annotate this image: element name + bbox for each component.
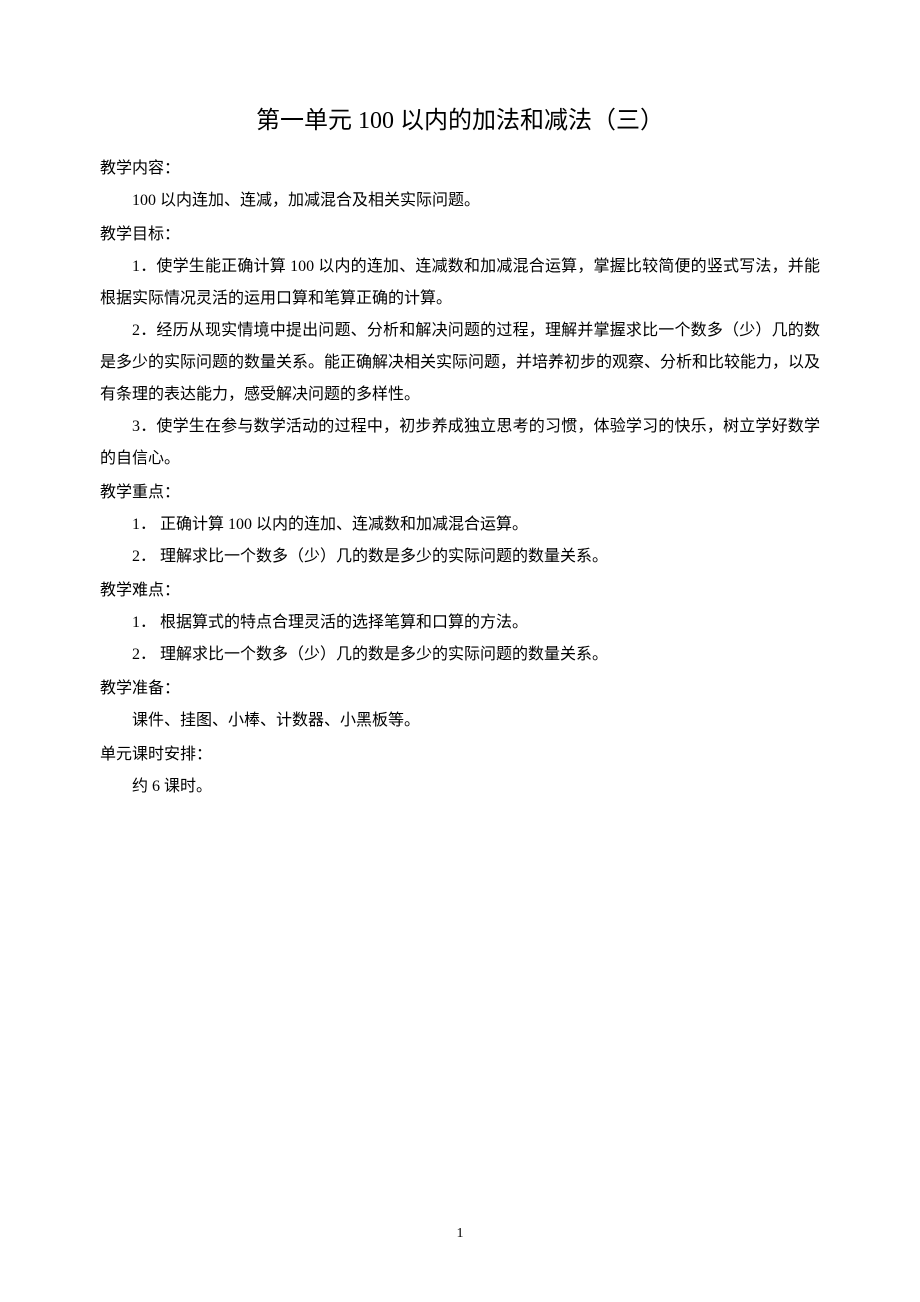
keypoints-label: 教学重点： <box>100 477 820 509</box>
goals-label: 教学目标： <box>100 219 820 251</box>
document-page: 第一单元 100 以内的加法和减法（三） 教学内容： 100 以内连加、连减，加… <box>0 0 920 803</box>
content-body: 100 以内连加、连减，加减混合及相关实际问题。 <box>100 185 820 217</box>
goals-item-3: 3．使学生在参与数学活动的过程中，初步养成独立思考的习惯，体验学习的快乐，树立学… <box>100 411 820 475</box>
keypoints-item-2: 2． 理解求比一个数多（少）几的数是多少的实际问题的数量关系。 <box>100 541 820 573</box>
preparation-body: 课件、挂图、小棒、计数器、小黑板等。 <box>100 705 820 737</box>
content-label: 教学内容： <box>100 153 820 185</box>
schedule-label: 单元课时安排： <box>100 739 820 771</box>
difficulties-item-2: 2． 理解求比一个数多（少）几的数是多少的实际问题的数量关系。 <box>100 639 820 671</box>
schedule-body: 约 6 课时。 <box>100 771 820 803</box>
goals-item-2: 2．经历从现实情境中提出问题、分析和解决问题的过程，理解并掌握求比一个数多（少）… <box>100 315 820 411</box>
preparation-label: 教学准备： <box>100 673 820 705</box>
page-title: 第一单元 100 以内的加法和减法（三） <box>100 100 820 135</box>
keypoints-item-1: 1． 正确计算 100 以内的连加、连减数和加减混合运算。 <box>100 509 820 541</box>
difficulties-label: 教学难点： <box>100 575 820 607</box>
page-number: 1 <box>0 1226 920 1242</box>
goals-item-1: 1．使学生能正确计算 100 以内的连加、连减数和加减混合运算，掌握比较简便的竖… <box>100 251 820 315</box>
difficulties-item-1: 1． 根据算式的特点合理灵活的选择笔算和口算的方法。 <box>100 607 820 639</box>
